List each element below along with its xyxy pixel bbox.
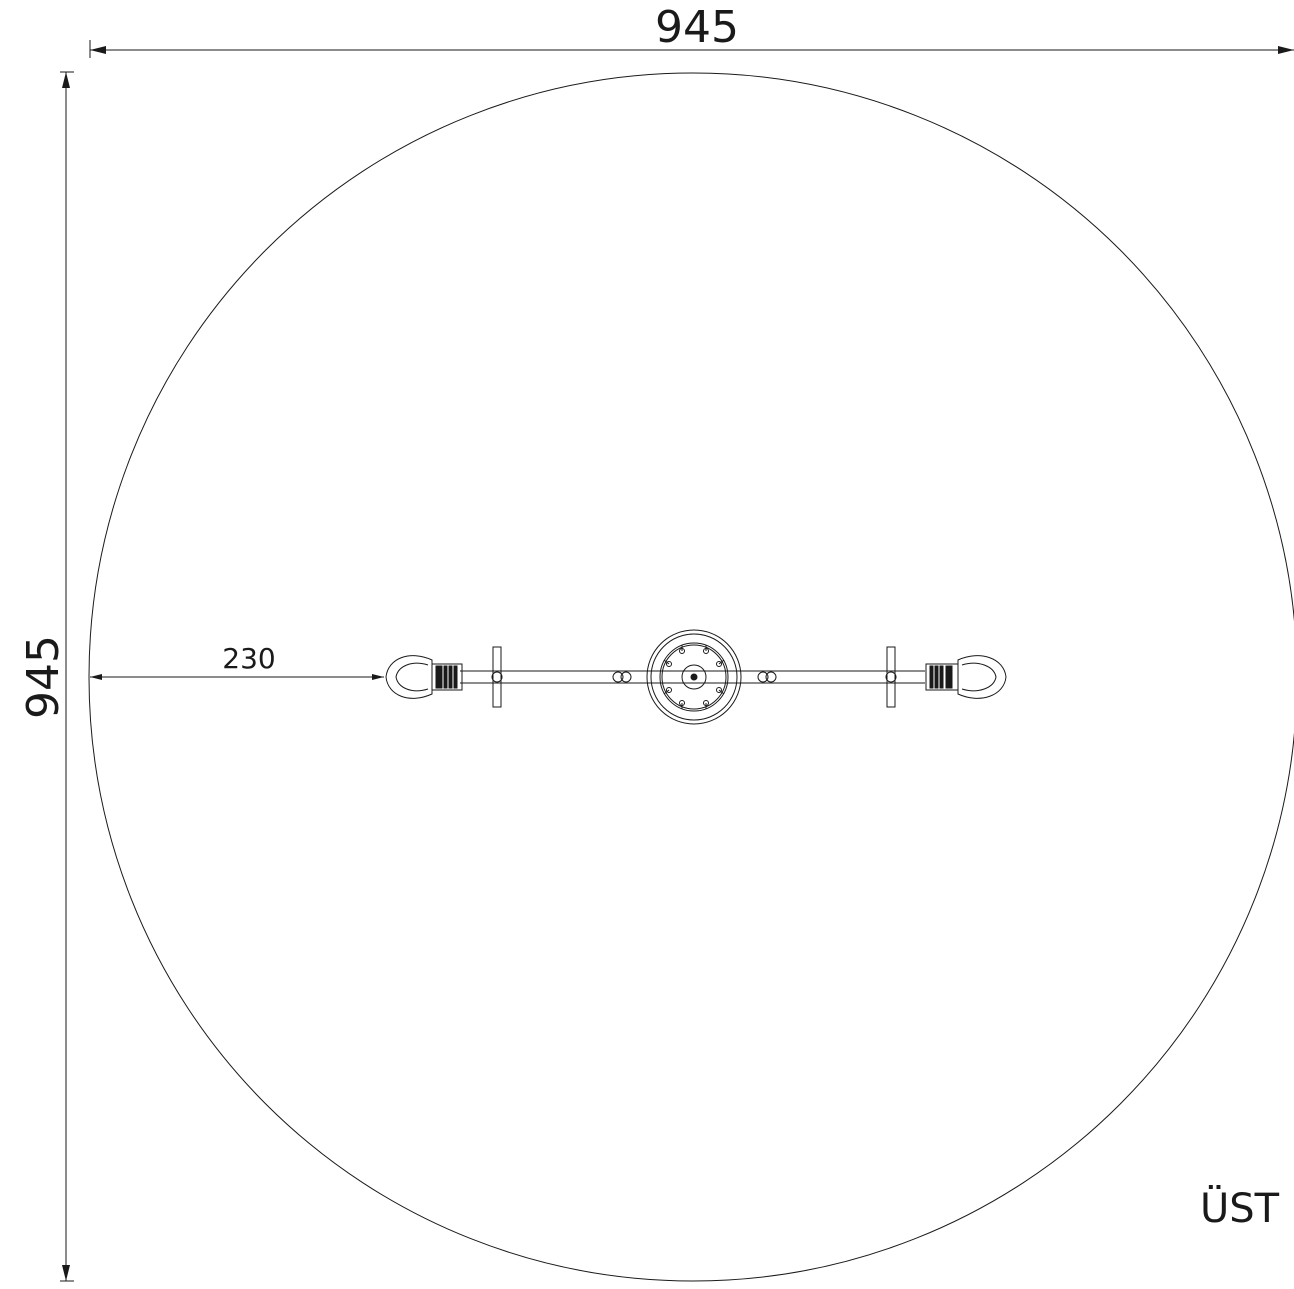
arrow-right-icon xyxy=(1278,46,1294,54)
arrow-right-icon xyxy=(372,674,384,680)
right-handle xyxy=(885,646,897,708)
anchor-bolts xyxy=(663,645,725,709)
beam-bolts xyxy=(612,671,777,683)
left-handle xyxy=(491,646,503,708)
arrow-left-icon xyxy=(90,674,102,680)
right-seat xyxy=(925,655,1007,699)
offset-dimension-label: 230 xyxy=(222,642,275,675)
arrow-left-icon xyxy=(90,46,106,54)
left-seat xyxy=(385,655,463,699)
offset-dimension: 230 xyxy=(90,642,384,680)
central-pivot xyxy=(646,629,742,725)
safety-zone-circle xyxy=(88,72,1294,1282)
view-label: ÜST xyxy=(1200,1184,1280,1232)
arrow-up-icon xyxy=(62,72,70,88)
width-dimension: 945 xyxy=(89,2,1294,58)
seesaw-equipment xyxy=(385,629,1007,725)
width-dimension-label: 945 xyxy=(655,2,739,53)
depth-dimension-label: 945 xyxy=(18,635,69,719)
arrow-down-icon xyxy=(62,1265,70,1281)
depth-dimension: 945 xyxy=(18,71,74,1282)
